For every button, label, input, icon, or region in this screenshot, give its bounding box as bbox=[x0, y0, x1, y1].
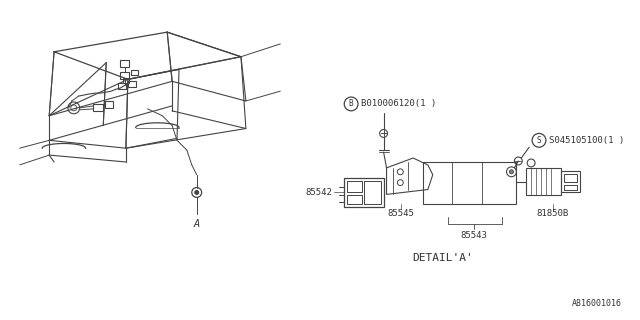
Bar bbox=[131, 69, 138, 76]
Circle shape bbox=[195, 190, 198, 195]
Bar bbox=[120, 60, 129, 67]
Circle shape bbox=[509, 170, 513, 174]
Bar bbox=[423, 162, 516, 204]
Bar bbox=[564, 174, 577, 182]
Text: S045105100(1 ): S045105100(1 ) bbox=[549, 136, 624, 145]
Bar bbox=[105, 101, 113, 108]
Bar bbox=[364, 181, 381, 204]
Bar bbox=[123, 78, 129, 83]
Text: B010006120(1 ): B010006120(1 ) bbox=[361, 100, 436, 108]
Bar bbox=[348, 181, 362, 192]
Bar bbox=[526, 168, 561, 196]
Text: A816001016: A816001016 bbox=[572, 299, 621, 308]
Text: B: B bbox=[349, 100, 353, 108]
Bar bbox=[118, 83, 126, 89]
Bar bbox=[564, 185, 577, 189]
Bar bbox=[120, 72, 129, 79]
Text: 81850B: 81850B bbox=[537, 209, 569, 218]
Text: 85542: 85542 bbox=[305, 188, 332, 197]
Bar bbox=[93, 104, 103, 111]
Text: DETAIL'A': DETAIL'A' bbox=[412, 253, 473, 263]
Bar bbox=[561, 171, 580, 192]
Text: 85543: 85543 bbox=[461, 231, 488, 240]
Text: A: A bbox=[193, 219, 200, 229]
Bar bbox=[344, 178, 383, 207]
Bar bbox=[348, 196, 362, 204]
Text: S: S bbox=[537, 136, 541, 145]
Text: 85545: 85545 bbox=[388, 209, 415, 218]
Bar bbox=[128, 81, 136, 87]
